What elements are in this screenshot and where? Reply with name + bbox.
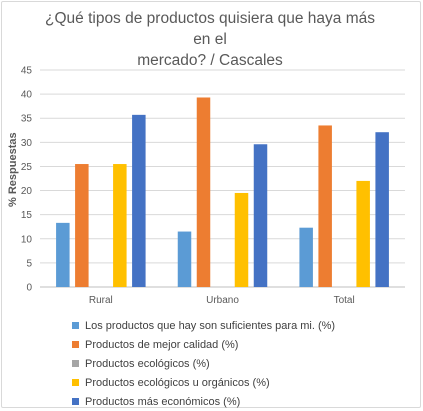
bar-urbano-series-1 [177,231,192,287]
x-tick-label: Total [334,295,355,306]
bar-total-series-4 [356,180,370,287]
legend-swatch [72,322,79,329]
y-tick-label: 35 [21,114,33,125]
legend-swatch [72,360,79,367]
y-tick-label: 40 [21,90,33,101]
legend-label: Productos más económicos (%) [85,395,241,408]
x-tick-label: Rural [89,295,113,306]
bar-total-series-1 [299,227,313,287]
y-tick-label: 10 [21,234,33,245]
legend-item: Productos más económicos (%) [72,392,412,411]
bar-total-series-5 [375,132,389,287]
legend-label: Productos ecológicos u orgánicos (%) [85,376,270,389]
legend-item: Productos de mejor calidad (%) [72,335,412,354]
legend-swatch [72,341,79,348]
chart-title: ¿Qué tipos de productos quisiera que hay… [40,8,380,71]
y-tick-label: 15 [21,210,33,221]
chart-title-line-2: mercado? / Cascales [137,52,283,69]
y-tick-label: 20 [21,186,33,197]
legend-item: Productos ecológicos u orgánicos (%) [72,373,412,392]
legend-swatch [72,379,79,386]
y-tick-label: 0 [26,283,32,294]
y-tick-label: 25 [21,162,33,173]
legend-label: Productos ecológicos (%) [85,357,210,370]
legend-item: Los productos que hay son suficientes pa… [72,316,412,335]
bar-rural-series-2 [75,164,89,287]
bar-rural-series-4 [113,164,127,287]
legend-label: Los productos que hay son suficientes pa… [85,319,336,332]
bar-rural-series-1 [56,222,70,287]
chart-legend: Los productos que hay son suficientes pa… [72,316,412,411]
legend-item: Productos ecológicos (%) [72,354,412,373]
bar-rural-series-5 [132,114,146,287]
bar-urbano-series-4 [234,192,249,287]
bar-urbano-series-5 [253,144,268,287]
bar-total-series-2 [318,125,332,287]
y-tick-label: 30 [21,138,33,149]
chart-title-line-1: ¿Qué tipos de productos quisiera que hay… [45,10,375,48]
y-tick-label: 5 [26,258,32,269]
legend-swatch [72,398,79,405]
y-tick-label: 45 [21,66,33,77]
bar-urbano-series-2 [196,97,211,287]
x-tick-label: Urbano [206,295,239,306]
legend-label: Productos de mejor calidad (%) [85,338,239,351]
